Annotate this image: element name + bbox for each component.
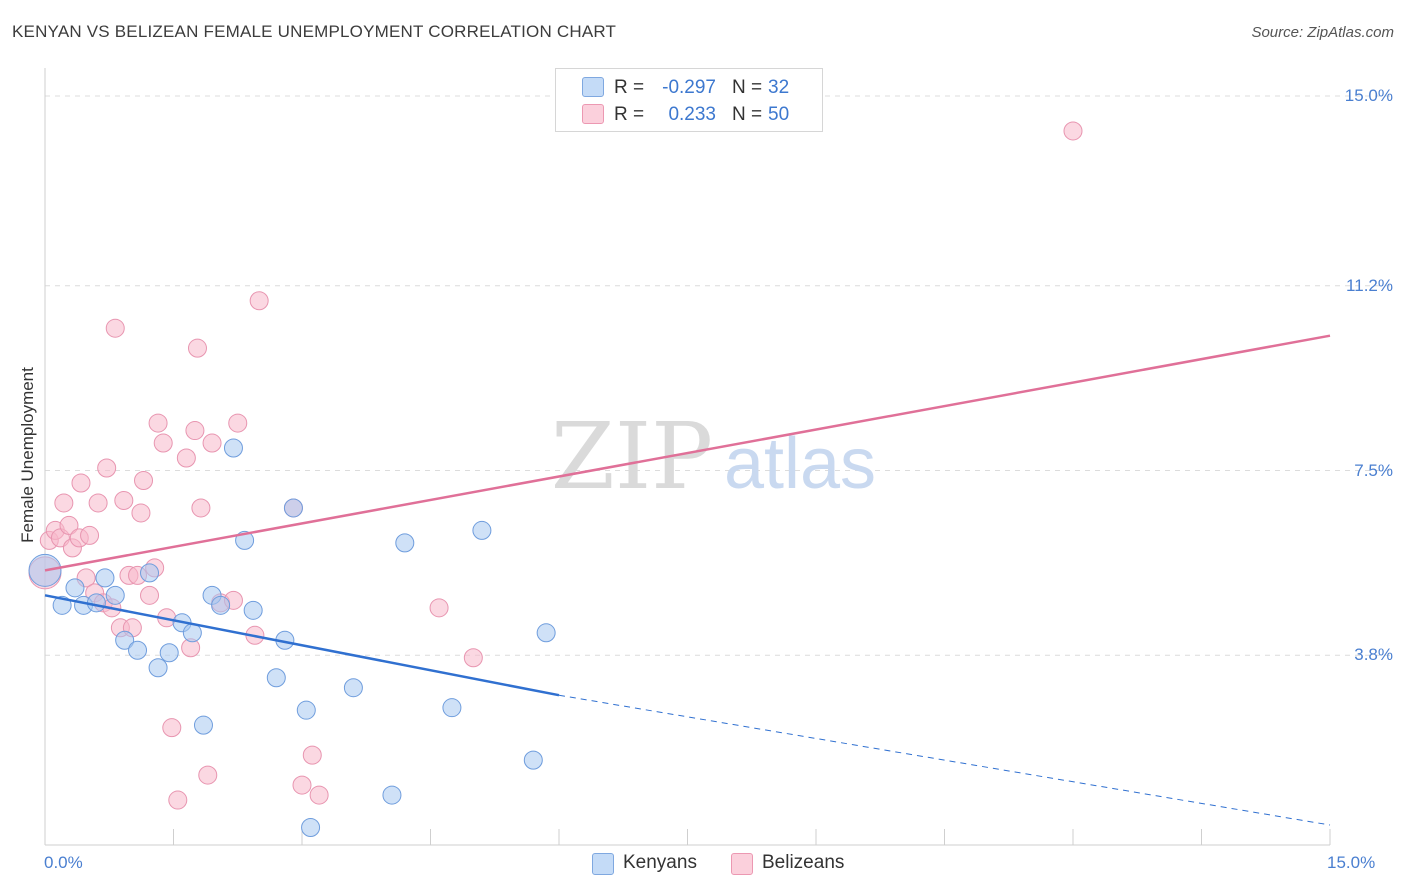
belizean-point	[463, 648, 483, 668]
belizean-point	[97, 458, 117, 478]
y-tick-label: 15.0%	[1344, 86, 1393, 105]
axes	[44, 68, 1331, 846]
belizeans-swatch	[582, 104, 604, 124]
kenyans-points	[28, 438, 556, 838]
kenyan-point	[140, 563, 160, 583]
kenyan-point	[343, 678, 363, 698]
kenyans-legend-label: Kenyans	[623, 852, 697, 873]
belizean-point	[134, 470, 154, 490]
bottom-legend-belizeans: Belizeans	[731, 852, 861, 876]
legend-n-value: 50	[768, 104, 790, 125]
kenyan-point	[382, 785, 402, 805]
kenyan-point	[65, 578, 85, 598]
kenyan-point	[193, 715, 213, 735]
legend-r-label: R =	[614, 77, 645, 98]
legend-r-value: 0.233	[668, 104, 716, 125]
belizean-point	[59, 515, 79, 535]
legend-n-label: N =	[732, 77, 763, 98]
kenyan-point	[301, 818, 321, 838]
belizean-point	[114, 490, 134, 510]
kenyan-point	[536, 623, 556, 643]
belizean-point	[429, 598, 449, 618]
chart-title: KENYAN VS BELIZEAN FEMALE UNEMPLOYMENT C…	[12, 22, 617, 41]
kenyans-legend-swatch	[592, 853, 614, 875]
belizeans-trend-line	[44, 334, 1331, 572]
belizean-point	[187, 338, 207, 358]
watermark: ZIP atlas	[551, 403, 876, 510]
belizean-point	[153, 433, 173, 453]
kenyan-point	[211, 595, 231, 615]
watermark-atlas: atlas	[724, 424, 876, 504]
belizean-point	[162, 718, 182, 738]
kenyan-point	[105, 585, 125, 605]
kenyan-point	[223, 438, 243, 458]
kenyan-point	[95, 568, 115, 588]
belizean-point	[292, 775, 312, 795]
belizean-point	[105, 318, 125, 338]
belizean-point	[1063, 121, 1083, 141]
belizean-point	[88, 493, 108, 513]
belizean-point	[80, 525, 100, 545]
trend-lines	[44, 334, 1331, 826]
belizean-point	[54, 493, 74, 513]
belizean-point	[185, 421, 205, 441]
kenyans-trend-extension	[558, 694, 1331, 826]
belizean-point	[202, 433, 222, 453]
kenyan-point	[523, 750, 543, 770]
belizean-point	[198, 765, 218, 785]
legend-r-value: -0.297	[662, 77, 716, 98]
kenyan-point	[52, 595, 72, 615]
kenyan-point	[296, 700, 316, 720]
source-label: Source: ZipAtlas.com	[1251, 24, 1394, 41]
y-tick-label: 11.2%	[1346, 275, 1393, 295]
watermark-zip: ZIP	[551, 403, 713, 510]
kenyan-point	[128, 640, 148, 660]
legend-row-kenyans: R = -0.297 N = 32	[556, 74, 822, 100]
belizean-point	[176, 448, 196, 468]
belizeans-legend-label: Belizeans	[762, 852, 845, 873]
kenyan-point	[148, 658, 168, 678]
gridlines	[45, 95, 1395, 656]
belizean-point	[249, 291, 269, 311]
kenyan-point	[395, 533, 415, 553]
kenyan-point	[472, 520, 492, 540]
belizean-point	[148, 413, 168, 433]
kenyan-point	[283, 498, 303, 518]
belizean-point	[131, 503, 151, 523]
legend-n-label: N =	[732, 104, 763, 125]
belizean-point	[140, 585, 160, 605]
y-tick-label: 7.5%	[1354, 460, 1393, 480]
legend-row-belizeans: R = 0.233 N = 50	[556, 101, 822, 127]
kenyan-point	[266, 668, 286, 688]
kenyan-point	[115, 630, 135, 650]
kenyan-point	[182, 623, 202, 643]
belizean-point	[191, 498, 211, 518]
x-tick-min: 0.0%	[44, 853, 83, 872]
stats-legend: R = -0.297 N = 32 R = 0.233 N = 50	[555, 68, 823, 132]
kenyan-point	[442, 698, 462, 718]
x-tick-max: 15.0%	[1327, 853, 1376, 872]
belizean-point	[71, 473, 91, 493]
bottom-legend-kenyans: Kenyans	[592, 852, 712, 876]
legend-r-label: R =	[614, 104, 645, 125]
kenyan-point	[159, 643, 179, 663]
kenyan-point	[243, 600, 263, 620]
belizeans-legend-swatch	[731, 853, 753, 875]
belizean-point	[168, 790, 188, 810]
belizean-point	[228, 413, 248, 433]
kenyans-swatch	[582, 77, 604, 97]
belizean-point	[309, 785, 329, 805]
legend-n-value: 32	[768, 77, 790, 98]
kenyans-trend-line	[44, 594, 560, 697]
belizean-point	[302, 745, 322, 765]
y-tick-label: 3.8%	[1354, 645, 1393, 665]
